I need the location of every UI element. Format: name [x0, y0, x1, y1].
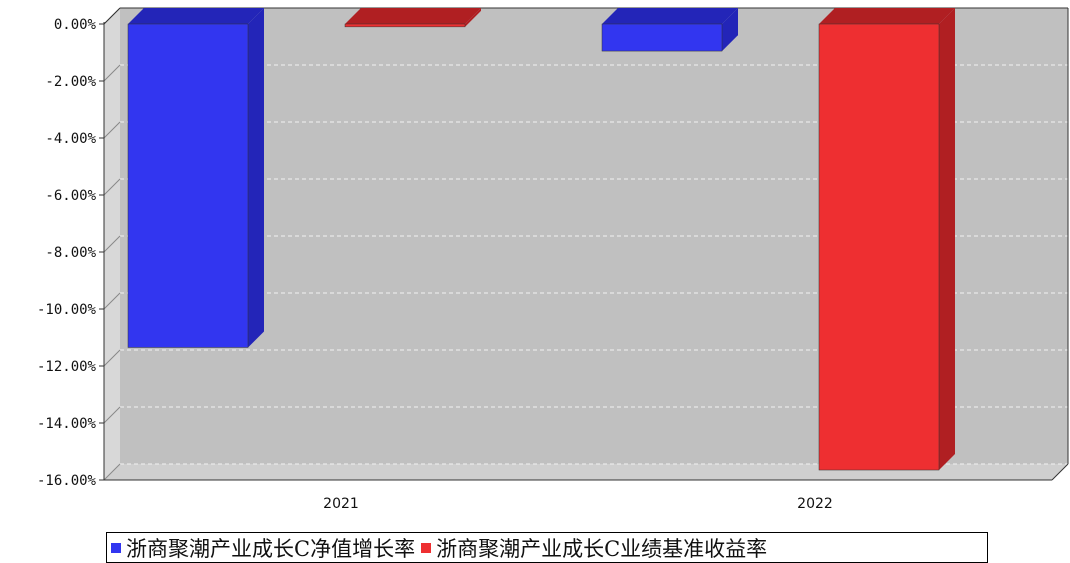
bar-side: [465, 8, 481, 27]
x-tick-label: 2021: [323, 496, 359, 512]
gridline-side: [103, 349, 121, 367]
bar-top: [819, 8, 955, 24]
legend-swatch-red: [421, 542, 432, 553]
legend-label-benchmark: 浙商聚潮产业成长C业绩基准收益率: [436, 536, 768, 561]
bar: [127, 23, 249, 348]
gridline-side: [103, 178, 121, 196]
gridline-side: [103, 121, 121, 139]
bar-top: [602, 8, 738, 24]
y-tick-label: -16.00%: [37, 473, 97, 489]
legend-item-nav-growth: 浙商聚潮产业成长C净值增长率: [111, 533, 416, 562]
y-tick-label: 0.00%: [54, 17, 97, 33]
legend-item-benchmark: 浙商聚潮产业成长C业绩基准收益率: [421, 533, 768, 562]
gridline-side: [103, 406, 121, 424]
legend-swatch-blue: [111, 542, 121, 553]
plot-floor-edge: [1051, 463, 1069, 481]
bar-side: [939, 8, 955, 471]
gridline-side: [103, 463, 121, 481]
plot-corner-edge: [103, 7, 121, 25]
bar-chart: 0.00% -2.00% -4.00% -6.00% -8.00% -10.00% -12.…: [37, 7, 1069, 512]
bar-top: [345, 8, 481, 24]
bar-top: [128, 8, 264, 24]
bar: [601, 23, 723, 52]
gridline-side: [103, 235, 121, 253]
legend-label-nav-growth: 浙商聚潮产业成长C净值增长率: [126, 536, 416, 561]
y-tick-label: -10.00%: [37, 302, 97, 318]
bar-side: [248, 8, 264, 348]
y-tick-label: -8.00%: [45, 245, 96, 261]
y-tick-label: -14.00%: [37, 416, 97, 432]
chart-legend: 浙商聚潮产业成长C净值增长率 浙商聚潮产业成长C业绩基准收益率: [106, 532, 988, 563]
gridline-side: [103, 64, 121, 82]
y-tick-label: -12.00%: [37, 359, 97, 375]
bar-side: [722, 8, 738, 52]
gridline-side: [103, 292, 121, 310]
x-tick-label: 2022: [797, 496, 833, 512]
y-tick-label: -2.00%: [45, 74, 96, 90]
y-tick-label: -6.00%: [45, 188, 96, 204]
y-tick-label: -4.00%: [45, 131, 96, 147]
bar: [344, 23, 466, 28]
bar: [818, 23, 940, 471]
